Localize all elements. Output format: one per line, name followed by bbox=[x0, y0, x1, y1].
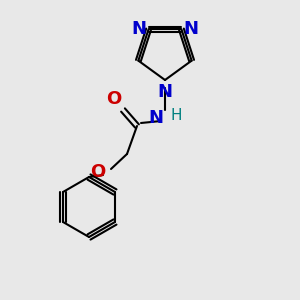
Text: O: O bbox=[106, 90, 121, 108]
Text: N: N bbox=[184, 20, 199, 38]
Text: H: H bbox=[171, 107, 182, 122]
Text: O: O bbox=[90, 163, 105, 181]
Text: N: N bbox=[131, 20, 146, 38]
Text: N: N bbox=[158, 83, 172, 101]
Text: N: N bbox=[148, 109, 163, 127]
